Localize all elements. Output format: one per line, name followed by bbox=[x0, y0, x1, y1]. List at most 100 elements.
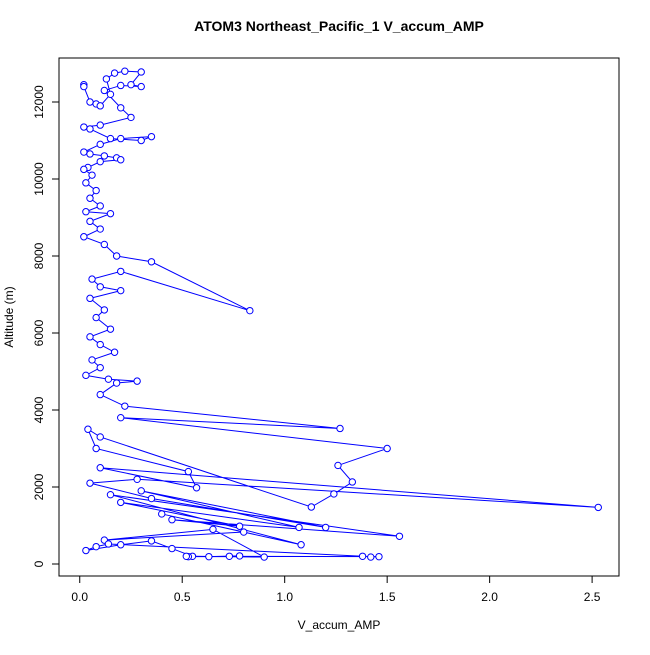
point bbox=[86, 479, 94, 487]
point bbox=[88, 356, 96, 364]
point bbox=[137, 136, 145, 145]
x-tick-label: 0.0 bbox=[71, 590, 88, 604]
point bbox=[297, 541, 305, 549]
point bbox=[117, 156, 125, 164]
point bbox=[80, 82, 88, 91]
point bbox=[96, 202, 104, 210]
point bbox=[117, 267, 125, 276]
point bbox=[96, 140, 104, 149]
point bbox=[137, 487, 145, 495]
point bbox=[383, 444, 391, 453]
point bbox=[100, 240, 109, 249]
x-tick-label: 1.0 bbox=[276, 590, 293, 604]
point bbox=[106, 325, 115, 333]
point bbox=[96, 283, 104, 291]
point bbox=[260, 553, 268, 561]
point bbox=[239, 528, 248, 536]
point bbox=[96, 157, 104, 166]
point bbox=[137, 82, 145, 91]
x-tick-label: 2.5 bbox=[584, 590, 601, 604]
point bbox=[205, 552, 213, 561]
point bbox=[182, 552, 191, 560]
point bbox=[334, 461, 342, 470]
point bbox=[80, 148, 88, 156]
point bbox=[117, 541, 125, 549]
point bbox=[96, 102, 104, 110]
point bbox=[88, 171, 96, 179]
point bbox=[80, 233, 88, 241]
point bbox=[96, 464, 104, 472]
point bbox=[358, 552, 367, 560]
point bbox=[209, 525, 217, 534]
point bbox=[92, 186, 100, 195]
point bbox=[100, 86, 109, 95]
point bbox=[104, 540, 113, 548]
point bbox=[82, 546, 90, 555]
point bbox=[117, 81, 125, 90]
point bbox=[102, 75, 111, 83]
y-tick-label: 8000 bbox=[32, 242, 46, 269]
point bbox=[86, 333, 94, 341]
point bbox=[307, 503, 316, 511]
plot-frame bbox=[58, 57, 620, 577]
point bbox=[96, 433, 104, 441]
point bbox=[594, 503, 602, 512]
y-axis-label: Altitude (m) bbox=[2, 286, 16, 347]
point bbox=[395, 532, 404, 540]
point bbox=[106, 490, 115, 499]
point bbox=[127, 80, 135, 89]
point bbox=[110, 69, 119, 77]
point bbox=[117, 286, 125, 295]
point bbox=[92, 444, 100, 453]
point bbox=[82, 208, 90, 216]
point bbox=[367, 553, 375, 561]
point bbox=[96, 121, 104, 129]
point bbox=[168, 516, 176, 524]
point bbox=[110, 348, 119, 356]
point bbox=[80, 123, 88, 131]
point bbox=[86, 98, 94, 106]
point bbox=[235, 552, 244, 560]
y-tick-label: 0 bbox=[32, 560, 46, 567]
point bbox=[147, 132, 156, 141]
point bbox=[137, 68, 145, 76]
point bbox=[100, 306, 109, 314]
point bbox=[348, 478, 357, 486]
point bbox=[121, 67, 129, 75]
x-axis-label: V_accum_AMP bbox=[298, 618, 381, 632]
point bbox=[104, 375, 113, 383]
point bbox=[86, 125, 94, 133]
point bbox=[330, 490, 338, 498]
point bbox=[96, 390, 104, 399]
series-line bbox=[82, 70, 599, 558]
point bbox=[96, 225, 104, 233]
point bbox=[117, 498, 125, 507]
point bbox=[92, 542, 100, 551]
point bbox=[100, 152, 109, 160]
point bbox=[121, 402, 129, 410]
point bbox=[147, 258, 156, 266]
point bbox=[106, 209, 115, 218]
point bbox=[106, 90, 115, 99]
point bbox=[106, 134, 115, 143]
y-tick-label: 6000 bbox=[32, 319, 46, 346]
point bbox=[86, 294, 94, 303]
point bbox=[127, 113, 135, 122]
point bbox=[96, 340, 104, 349]
y-tick-label: 10000 bbox=[32, 162, 46, 196]
point bbox=[112, 379, 121, 387]
point bbox=[86, 217, 94, 226]
point bbox=[96, 363, 104, 372]
point bbox=[92, 313, 100, 322]
point bbox=[84, 425, 92, 433]
point bbox=[86, 150, 94, 158]
y-tick-label: 2000 bbox=[32, 473, 46, 500]
point bbox=[336, 424, 344, 433]
point bbox=[88, 275, 96, 283]
point bbox=[246, 306, 254, 315]
point bbox=[86, 194, 94, 202]
x-tick-label: 2.0 bbox=[481, 590, 498, 604]
y-tick-label: 12000 bbox=[32, 85, 46, 119]
point bbox=[82, 179, 90, 187]
point bbox=[117, 413, 125, 422]
